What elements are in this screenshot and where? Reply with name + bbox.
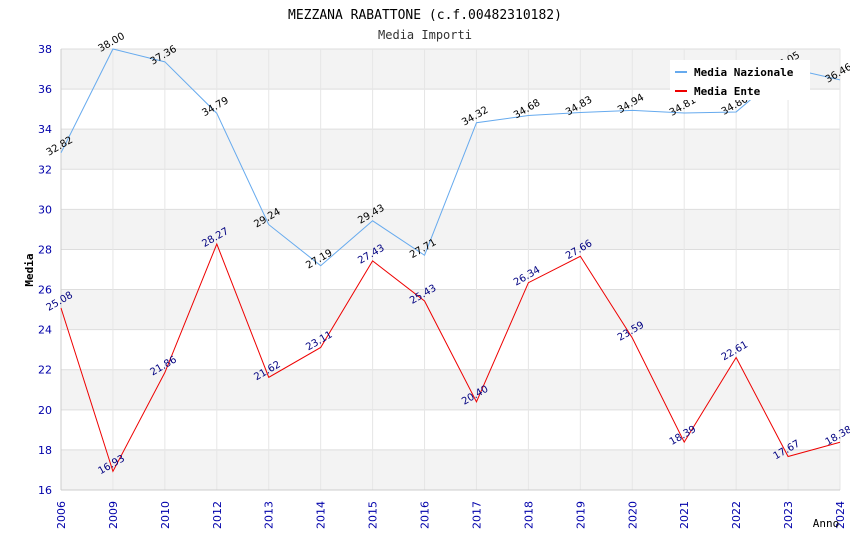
y-tick-label: 18 [38, 444, 52, 457]
y-tick-label: 28 [38, 243, 52, 256]
chart-title: MEZZANA RABATTONE (c.f.00482310182) [288, 8, 562, 23]
y-tick-label: 30 [38, 203, 52, 216]
y-axis-ticks: 16 18 20 22 24 26 28 30 32 34 36 38 [38, 43, 52, 497]
data-label-nazionale: 34.79 [200, 95, 230, 119]
y-axis-label: Media [23, 253, 36, 286]
data-label-nazionale: 34.83 [564, 94, 594, 118]
x-tick-label: 2019 [574, 501, 587, 529]
x-tick-label: 2016 [419, 501, 432, 529]
x-tick-label: 2021 [678, 501, 691, 529]
x-tick-label: 2012 [211, 501, 224, 529]
x-tick-label: 2024 [834, 501, 847, 529]
x-tick-label: 2006 [55, 501, 68, 529]
data-label-nazionale: 27.19 [304, 248, 334, 272]
series-lines [60, 48, 841, 473]
y-tick-label: 26 [38, 284, 52, 297]
legend-label-media-nazionale: Media Nazionale [694, 66, 794, 79]
grid-band [61, 369, 840, 410]
grid-band [61, 449, 840, 490]
y-tick-label: 22 [38, 364, 52, 377]
y-tick-label: 34 [38, 123, 52, 136]
x-tick-label: 2009 [107, 501, 120, 529]
legend-label-media-ente: Media Ente [694, 85, 761, 98]
x-axis-ticks: 2006 2009 2010 2012 2013 2014 2015 2016 2017 2018… [55, 501, 847, 529]
grid-band [61, 209, 840, 250]
series-line-media-nazionale [60, 48, 841, 267]
x-tick-label: 2013 [263, 501, 276, 529]
x-tick-label: 2020 [626, 501, 639, 529]
data-label-ente: 23.11 [304, 329, 334, 353]
data-label-ente: 18.38 [824, 424, 850, 448]
x-tick-label: 2015 [367, 501, 380, 529]
x-tick-label: 2018 [522, 501, 535, 529]
y-tick-label: 36 [38, 83, 52, 96]
chart-subtitle: Media Importi [378, 28, 472, 42]
axes [60, 49, 840, 491]
y-tick-label: 20 [38, 404, 52, 417]
x-axis-label: Anno [813, 517, 840, 530]
y-tick-label: 24 [38, 324, 52, 337]
y-tick-label: 16 [38, 484, 52, 497]
data-label-ente: 18.39 [668, 424, 698, 448]
x-tick-label: 2023 [782, 501, 795, 529]
x-tick-label: 2017 [470, 501, 483, 529]
data-label-nazionale: 34.94 [616, 92, 646, 116]
y-tick-label: 32 [38, 163, 52, 176]
legend-box [670, 60, 810, 100]
x-tick-label: 2010 [159, 501, 172, 529]
series-line-media-ente [60, 242, 841, 473]
y-tick-label: 38 [38, 43, 52, 56]
legend: Media Nazionale Media Ente [670, 60, 810, 100]
grid-band [61, 289, 840, 330]
x-tick-label: 2014 [315, 501, 328, 529]
grid-band [61, 129, 840, 170]
x-tick-label: 2022 [730, 501, 743, 529]
data-label-nazionale: 34.68 [512, 97, 542, 121]
